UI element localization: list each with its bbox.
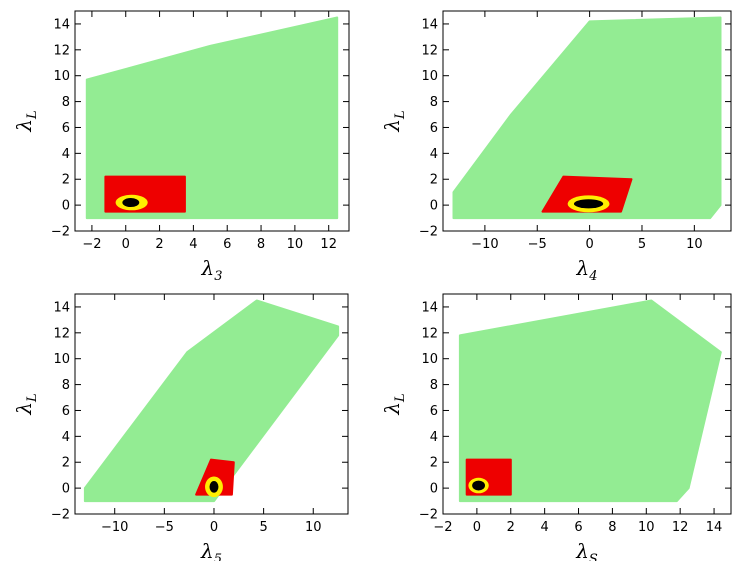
x-tick-label: 10: [287, 237, 304, 252]
x-tick-label: 5: [638, 237, 646, 252]
green-region: [452, 16, 722, 220]
y-tick-label: 6: [430, 404, 438, 419]
plot-frame: [74, 293, 349, 515]
x-tick-label: 0: [122, 237, 130, 252]
x-tick-label: −5: [155, 520, 174, 535]
x-tick-label: 8: [257, 237, 265, 252]
panel-regions: [83, 299, 340, 503]
y-axis-label: λL: [380, 393, 408, 415]
x-tick-label: 8: [608, 520, 616, 535]
x-tick-label: 6: [223, 237, 231, 252]
y-tick-label: 10: [53, 352, 70, 367]
y-tick-label: 2: [62, 456, 70, 471]
x-axis-label: λ5: [200, 539, 222, 561]
y-tick-label: −2: [419, 225, 438, 240]
y-tick-label: 0: [62, 199, 70, 214]
y-tick-label: 10: [53, 69, 70, 84]
y-tick-label: 8: [62, 95, 70, 110]
green-region: [85, 16, 339, 220]
y-tick-label: 0: [430, 199, 438, 214]
y-tick-label: 12: [421, 326, 438, 341]
y-tick-label: 4: [62, 430, 70, 445]
x-tick-label: 4: [189, 237, 197, 252]
x-tick-label: 2: [507, 520, 515, 535]
plot-frame: [74, 10, 350, 232]
y-tick-label: 6: [62, 121, 70, 136]
x-tick-label: 4: [541, 520, 549, 535]
y-tick-label: 4: [62, 147, 70, 162]
panel-1: −2 0 2 4 6 8 10 12 −2 0 2 4 6 8 10 12 14 λ3 λL: [12, 10, 350, 284]
y-axis-label: λL: [12, 110, 40, 132]
x-tick-label: 10: [305, 520, 322, 535]
x-tick-label: 12: [320, 237, 337, 252]
y-tick-label: 4: [430, 430, 438, 445]
green-region: [458, 299, 722, 503]
x-tick-label: −10: [101, 520, 128, 535]
panel-regions: [458, 299, 722, 503]
x-tick-label: 0: [473, 520, 481, 535]
y-tick-label: −2: [419, 508, 438, 523]
y-tick-label: 14: [421, 300, 438, 315]
y-axis-label: λL: [12, 393, 40, 415]
x-tick-label: 0: [210, 520, 218, 535]
y-tick-label: 2: [430, 456, 438, 471]
x-tick-label: −10: [471, 237, 498, 252]
y-tick-label: 0: [430, 482, 438, 497]
y-tick-label: 10: [421, 352, 438, 367]
y-tick-label: 12: [53, 43, 70, 58]
x-tick-label: 10: [686, 237, 703, 252]
y-tick-label: 12: [421, 43, 438, 58]
y-tick-label: 0: [62, 482, 70, 497]
x-axis-label: λ4: [576, 256, 598, 284]
panel-regions: [452, 16, 722, 220]
plot-frame: [442, 10, 732, 232]
x-tick-label: 2: [155, 237, 163, 252]
x-tick-label: 14: [706, 520, 723, 535]
panel-regions: [85, 16, 339, 220]
panel-4: −2 0 2 4 6 8 10 12 14 −2 0 2 4 6 8 10 12 14 λS λL: [380, 293, 732, 561]
y-tick-label: 14: [53, 300, 70, 315]
y-tick-label: 6: [62, 404, 70, 419]
y-tick-label: 12: [53, 326, 70, 341]
black-region: [573, 199, 604, 209]
y-tick-label: 8: [430, 378, 438, 393]
x-tick-label: −5: [528, 237, 547, 252]
x-tick-label: 10: [638, 520, 655, 535]
y-axis-label: λL: [380, 110, 408, 132]
black-region: [122, 198, 140, 208]
y-tick-label: 2: [430, 173, 438, 188]
x-axis-label: λ3: [201, 256, 223, 284]
y-tick-label: −2: [51, 225, 70, 240]
green-region: [83, 299, 340, 503]
x-tick-label: −2: [82, 237, 101, 252]
black-region: [472, 480, 486, 491]
y-tick-label: 14: [421, 17, 438, 32]
black-region: [209, 481, 219, 493]
x-tick-label: 0: [585, 237, 593, 252]
y-tick-label: 8: [62, 378, 70, 393]
plot-frame: [442, 293, 732, 515]
x-tick-label: 12: [672, 520, 689, 535]
y-tick-label: 6: [430, 121, 438, 136]
x-tick-label: 6: [574, 520, 582, 535]
x-tick-label: 5: [259, 520, 267, 535]
x-tick-label: −2: [433, 520, 452, 535]
panel-2: −10 −5 0 5 10 −2 0 2 4 6 8 10 12 14 λ4 λL: [380, 10, 732, 284]
y-tick-label: 8: [430, 95, 438, 110]
x-axis-label: λS: [575, 539, 598, 561]
panel-3: −10 −5 0 5 10 −2 0 2 4 6 8 10 12 14 λ5 λL: [12, 293, 349, 561]
y-tick-label: 10: [421, 69, 438, 84]
y-tick-label: −2: [51, 508, 70, 523]
y-tick-label: 14: [53, 17, 70, 32]
y-tick-label: 2: [62, 173, 70, 188]
y-tick-label: 4: [430, 147, 438, 162]
